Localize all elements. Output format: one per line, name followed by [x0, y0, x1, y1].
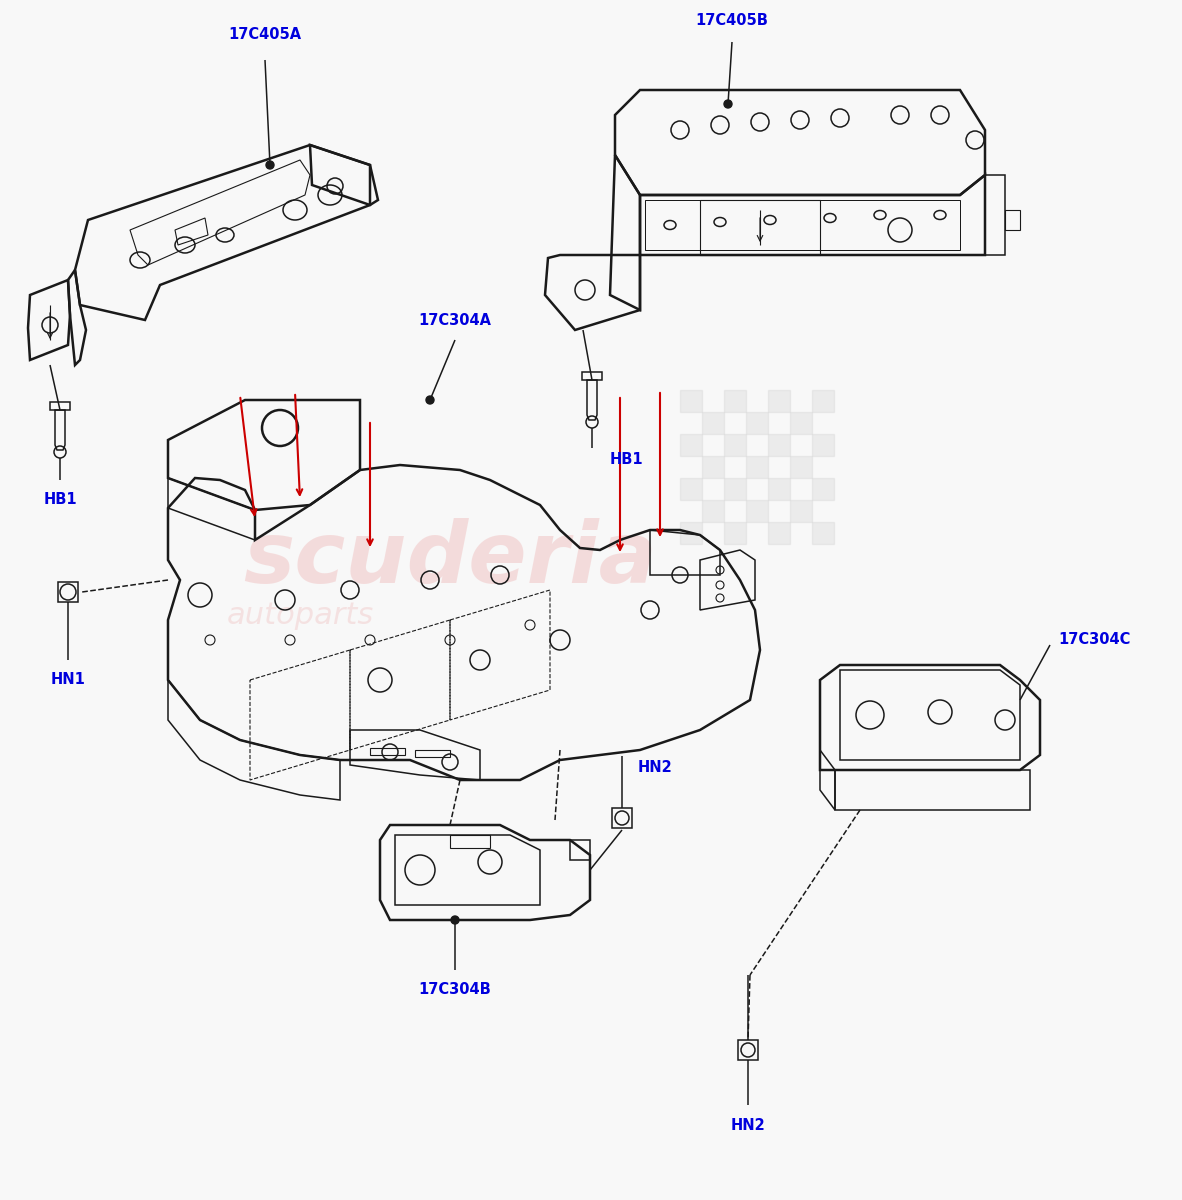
Bar [768, 478, 790, 500]
Bar [746, 456, 768, 478]
Bar [812, 390, 834, 412]
Bar [790, 412, 812, 434]
Bar [725, 390, 746, 412]
Text: HB1: HB1 [610, 452, 644, 467]
Bar [702, 456, 725, 478]
Circle shape [266, 161, 274, 169]
Circle shape [725, 100, 732, 108]
Bar [746, 500, 768, 522]
Text: autoparts: autoparts [227, 600, 374, 630]
Circle shape [452, 916, 459, 924]
Bar [812, 522, 834, 544]
Bar [725, 478, 746, 500]
Bar [680, 478, 702, 500]
Text: 17C304A: 17C304A [418, 313, 492, 328]
Circle shape [426, 396, 434, 404]
Bar [812, 478, 834, 500]
Text: 17C304C: 17C304C [1058, 632, 1130, 648]
Bar [768, 434, 790, 456]
Bar [725, 434, 746, 456]
Bar [702, 500, 725, 522]
Text: 17C304B: 17C304B [418, 982, 492, 997]
Text: HN1: HN1 [51, 672, 85, 686]
Text: 17C405B: 17C405B [695, 13, 768, 28]
Bar [725, 522, 746, 544]
Text: HN2: HN2 [638, 761, 673, 775]
Bar [702, 412, 725, 434]
Bar [768, 522, 790, 544]
Text: scuderia: scuderia [243, 518, 657, 601]
Bar [680, 434, 702, 456]
Bar [680, 522, 702, 544]
Text: HB1: HB1 [44, 492, 77, 506]
Bar [768, 390, 790, 412]
Bar [790, 456, 812, 478]
Bar [680, 390, 702, 412]
Text: HN2: HN2 [730, 1118, 766, 1133]
Bar [812, 434, 834, 456]
Text: 17C405A: 17C405A [228, 26, 301, 42]
Bar [746, 412, 768, 434]
Bar [790, 500, 812, 522]
